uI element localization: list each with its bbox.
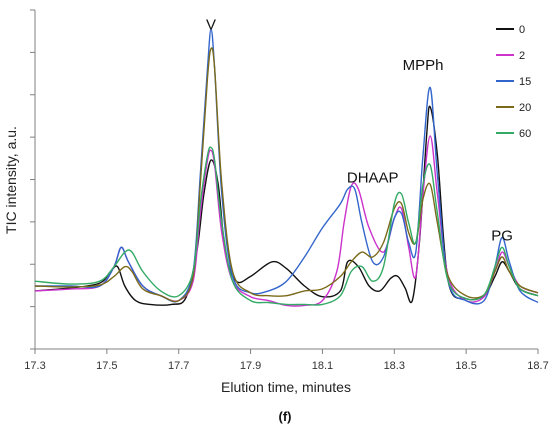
legend: 0 2 15 20 60 bbox=[496, 24, 531, 140]
legend-label-60: 60 bbox=[519, 128, 531, 140]
x-axis-title: Elution time, minutes bbox=[221, 379, 351, 395]
y-ticks bbox=[30, 9, 35, 350]
x-tick-label: 17.5 bbox=[96, 360, 117, 372]
x-tick-label: 17.3 bbox=[24, 360, 45, 372]
x-ticks: 17.3 17.5 17.7 17.9 18.1 18.3 18.5 18.7 bbox=[24, 349, 549, 372]
figure-caption: (f) bbox=[279, 409, 292, 424]
peak-annotations: V DHAAP MPPh PG bbox=[206, 16, 513, 244]
x-tick-label: 17.7 bbox=[168, 360, 189, 372]
series-lines bbox=[34, 28, 539, 307]
x-tick-label: 17.9 bbox=[240, 360, 261, 372]
annotation-pg: PG bbox=[491, 228, 513, 245]
series-line-15 bbox=[34, 28, 539, 305]
x-tick-label: 18.3 bbox=[384, 360, 405, 372]
x-tick-label: 18.7 bbox=[527, 360, 548, 372]
legend-label-0: 0 bbox=[519, 24, 525, 36]
annotation-mpph: MPPh bbox=[403, 57, 444, 74]
legend-label-15: 15 bbox=[519, 76, 531, 88]
y-axis-title: TIC intensity, a.u. bbox=[3, 126, 19, 234]
series-line-0 bbox=[34, 105, 539, 306]
x-tick-label: 18.5 bbox=[455, 360, 476, 372]
x-tick-label: 18.1 bbox=[312, 360, 333, 372]
series-line-20 bbox=[34, 47, 539, 303]
annotation-dhaap: DHAAP bbox=[347, 169, 399, 186]
axes: 17.3 17.5 17.7 17.9 18.1 18.3 18.5 18.7 bbox=[24, 9, 549, 372]
legend-label-20: 20 bbox=[519, 102, 531, 114]
annotation-v: V bbox=[206, 16, 216, 33]
legend-label-2: 2 bbox=[519, 50, 525, 62]
series-line-60 bbox=[34, 146, 539, 306]
